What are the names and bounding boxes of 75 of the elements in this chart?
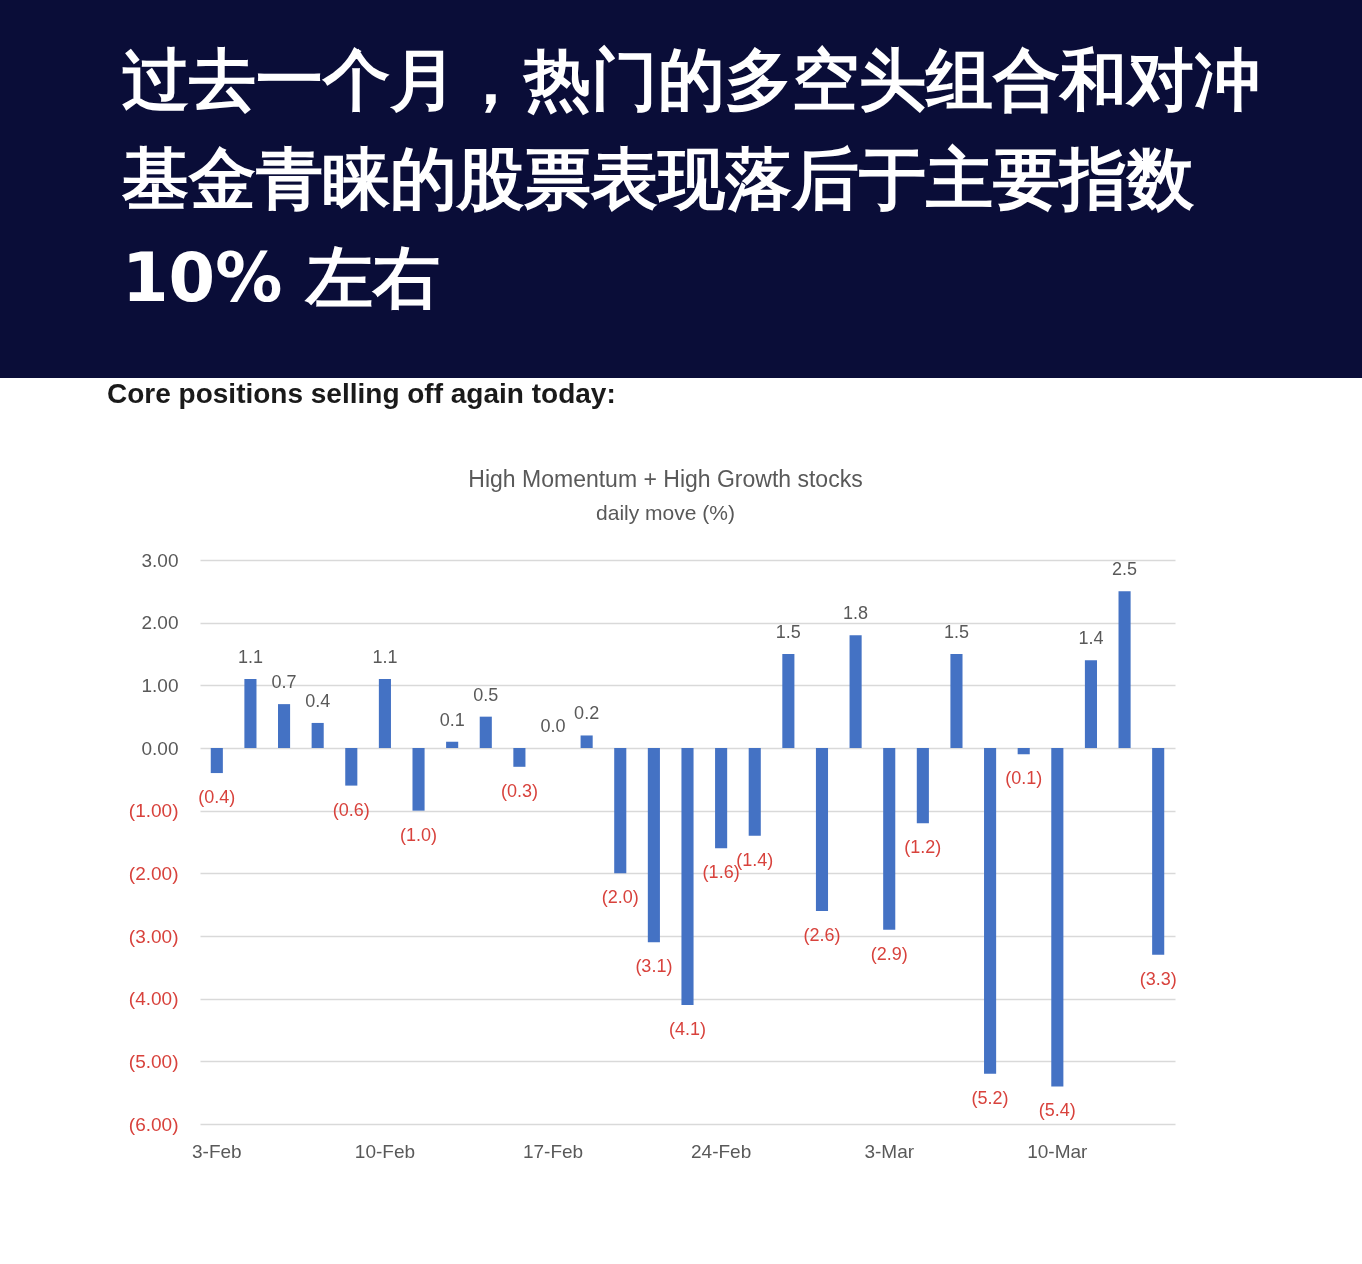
bar bbox=[1084, 660, 1097, 748]
data-label: 0.5 bbox=[473, 684, 499, 705]
y-tick-label: (4.00) bbox=[128, 988, 179, 1010]
bar bbox=[647, 748, 660, 943]
text: 过去一个月，热门的多空头组合和对冲基金青睐的股票表现落后于主要指数10% 左右 bbox=[121, 41, 1261, 317]
y-tick-label: (5.00) bbox=[128, 1050, 179, 1072]
data-label: (3.3) bbox=[1139, 968, 1177, 989]
data-label: (1.2) bbox=[904, 837, 942, 858]
y-tick-label: (3.00) bbox=[128, 925, 179, 947]
chart-subtitle: daily move (%) bbox=[596, 501, 735, 524]
x-tick-label: 10-Feb bbox=[354, 1140, 416, 1162]
data-label: (3.1) bbox=[635, 956, 673, 977]
data-label: 2.5 bbox=[1112, 559, 1138, 580]
bar bbox=[479, 716, 492, 748]
x-tick-label: 3-Feb bbox=[191, 1140, 242, 1162]
data-label: 1.4 bbox=[1078, 628, 1104, 649]
bar bbox=[378, 679, 391, 748]
data-label: 0.7 bbox=[271, 672, 297, 693]
y-tick-label: 1.00 bbox=[141, 674, 179, 696]
data-label: 0.1 bbox=[439, 709, 465, 730]
y-tick-label: 3.00 bbox=[141, 549, 179, 571]
bar bbox=[446, 741, 459, 748]
bar bbox=[614, 748, 627, 874]
y-tick-label: (2.00) bbox=[128, 862, 179, 884]
bar bbox=[782, 654, 795, 748]
x-tick-label: 10-Mar bbox=[1027, 1140, 1089, 1162]
data-label: 0.2 bbox=[574, 703, 600, 724]
x-tick-label: 17-Feb bbox=[522, 1140, 584, 1162]
x-tick-label: 24-Feb bbox=[691, 1140, 752, 1162]
data-label: 1.5 bbox=[943, 622, 969, 642]
data-label: (4.1) bbox=[668, 1018, 707, 1039]
y-tick-label: (6.00) bbox=[128, 1113, 179, 1135]
y-tick-label: 2.00 bbox=[141, 612, 179, 634]
bar bbox=[815, 748, 829, 911]
bar bbox=[748, 748, 761, 836]
data-label: (5.2) bbox=[971, 1087, 1009, 1108]
bar bbox=[1152, 748, 1165, 955]
data-label: (0.6) bbox=[332, 799, 370, 820]
x-tick-label: 3-Mar bbox=[864, 1140, 915, 1162]
bar bbox=[1051, 748, 1064, 1087]
data-label: (5.4) bbox=[1038, 1100, 1076, 1121]
bar bbox=[278, 704, 291, 748]
bar bbox=[1118, 591, 1131, 748]
bar bbox=[984, 748, 997, 1074]
y-tick-label: 0.00 bbox=[141, 737, 179, 759]
text: Core positions selling off again today: bbox=[107, 378, 616, 409]
bar bbox=[883, 748, 896, 930]
data-label: (0.1) bbox=[1005, 768, 1043, 789]
data-label: (2.9) bbox=[870, 943, 908, 964]
data-label: (2.0) bbox=[601, 887, 639, 908]
data-label: 0.4 bbox=[305, 690, 331, 711]
bar bbox=[916, 748, 929, 824]
bar bbox=[345, 748, 358, 786]
data-label: 1.1 bbox=[237, 647, 263, 668]
y-tick-label: (1.00) bbox=[128, 800, 179, 822]
bar bbox=[849, 635, 862, 748]
bar bbox=[580, 735, 593, 748]
bar bbox=[412, 748, 425, 811]
bar bbox=[681, 748, 694, 1005]
data-label: 1.5 bbox=[775, 622, 801, 642]
data-label: (1.0) bbox=[400, 824, 438, 845]
bar bbox=[1017, 748, 1030, 755]
bar bbox=[950, 654, 963, 748]
bar bbox=[513, 748, 526, 767]
bar bbox=[311, 722, 324, 748]
bar bbox=[715, 748, 728, 849]
data-label: (0.3) bbox=[500, 780, 538, 801]
data-label: (2.6) bbox=[803, 924, 841, 945]
data-label: 1.1 bbox=[372, 647, 398, 668]
data-label: 0.0 bbox=[540, 716, 566, 736]
data-label: (0.4) bbox=[198, 787, 236, 808]
bar bbox=[244, 679, 257, 748]
chart-title: High Momentum + High Growth stocks bbox=[468, 466, 863, 492]
data-label: 1.8 bbox=[843, 603, 869, 624]
bar bbox=[210, 748, 223, 774]
